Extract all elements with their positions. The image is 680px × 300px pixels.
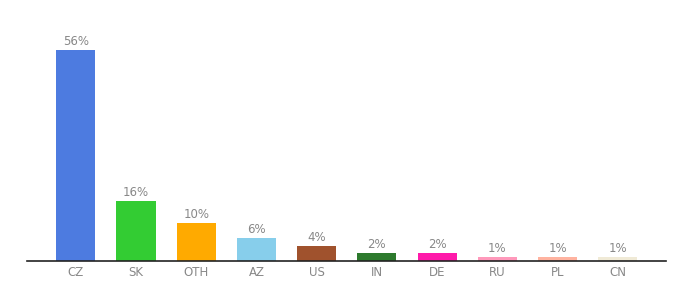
Bar (56, 50, 95, 261)
Bar (418, 254, 457, 261)
Text: 2%: 2% (368, 238, 386, 251)
Bar (478, 257, 517, 261)
Text: 16%: 16% (123, 186, 149, 199)
Text: 1%: 1% (609, 242, 627, 255)
Bar (237, 238, 276, 261)
Text: 2%: 2% (428, 238, 447, 251)
Bar (297, 246, 337, 261)
Text: 10%: 10% (183, 208, 209, 221)
Bar (177, 224, 216, 261)
Text: 6%: 6% (247, 223, 266, 236)
Text: 4%: 4% (307, 231, 326, 244)
Bar (598, 257, 637, 261)
Text: 1%: 1% (548, 242, 567, 255)
Text: 56%: 56% (63, 35, 89, 48)
Bar (538, 257, 577, 261)
Bar (116, 201, 156, 261)
Bar (357, 254, 396, 261)
Text: 1%: 1% (488, 242, 507, 255)
